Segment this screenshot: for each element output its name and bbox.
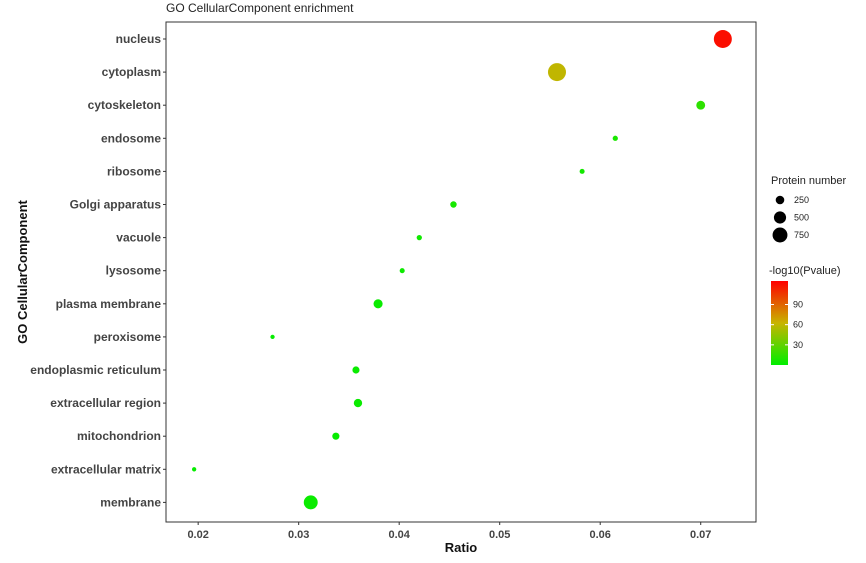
data-point bbox=[332, 432, 340, 440]
category-label: Golgi apparatus bbox=[70, 198, 162, 212]
x-tick-label: 0.07 bbox=[690, 529, 711, 541]
category-label: plasma membrane bbox=[56, 297, 162, 311]
x-tick-label: 0.03 bbox=[288, 529, 309, 541]
x-axis-ticks: 0.02 0.03 0.04 0.05 0.06 0.07 bbox=[187, 522, 711, 541]
category-label: mitochondrion bbox=[77, 429, 161, 443]
data-points bbox=[191, 30, 732, 510]
colorbar bbox=[771, 281, 788, 365]
color-legend-title: -log10(Pvalue) bbox=[769, 265, 841, 277]
data-point bbox=[373, 299, 383, 309]
data-point bbox=[416, 234, 422, 241]
x-tick-label: 0.06 bbox=[589, 529, 610, 541]
color-legend: -log10(Pvalue) 30 60 90 bbox=[769, 265, 841, 365]
data-point bbox=[352, 366, 360, 374]
x-tick-label: 0.04 bbox=[388, 529, 410, 541]
category-label: lysosome bbox=[106, 264, 162, 278]
size-legend-label: 750 bbox=[794, 230, 809, 240]
size-legend-circle bbox=[773, 211, 787, 224]
category-label: cytoskeleton bbox=[88, 98, 161, 112]
data-point bbox=[303, 495, 318, 510]
category-label: endoplasmic reticulum bbox=[30, 363, 161, 377]
colorbar-tick-label: 60 bbox=[793, 320, 803, 330]
category-label: peroxisome bbox=[94, 330, 162, 344]
colorbar-tick-label: 90 bbox=[793, 300, 803, 310]
data-point bbox=[450, 201, 457, 208]
size-legend-circle bbox=[772, 227, 788, 243]
data-point bbox=[191, 467, 197, 472]
category-label: nucleus bbox=[116, 32, 162, 46]
x-axis-title: Ratio bbox=[445, 540, 478, 555]
y-axis-title: GO CellularComponent bbox=[15, 199, 30, 343]
category-label: extracellular matrix bbox=[51, 462, 161, 476]
data-point bbox=[579, 168, 585, 174]
size-legend-label: 250 bbox=[794, 195, 809, 205]
data-point bbox=[399, 268, 405, 274]
chart-title: GO CellularComponent enrichment bbox=[166, 1, 354, 15]
size-legend: Protein number 250 500 750 bbox=[771, 175, 847, 243]
size-legend-title: Protein number bbox=[771, 175, 847, 187]
x-tick-label: 0.05 bbox=[489, 529, 510, 541]
data-point bbox=[547, 63, 566, 82]
category-label: membrane bbox=[100, 495, 161, 509]
data-point bbox=[270, 334, 275, 340]
category-label: cytoplasm bbox=[102, 65, 161, 79]
category-label: ribosome bbox=[107, 164, 161, 178]
data-point bbox=[696, 100, 706, 110]
size-legend-label: 500 bbox=[794, 213, 809, 223]
size-legend-circle bbox=[775, 195, 785, 205]
x-tick-label: 0.02 bbox=[187, 529, 208, 541]
category-labels: nucleus cytoplasm cytoskeleton endosome ribo… bbox=[30, 32, 166, 509]
category-label: extracellular region bbox=[50, 396, 161, 410]
category-label: vacuole bbox=[116, 231, 161, 245]
data-point bbox=[612, 135, 618, 141]
data-point bbox=[713, 30, 732, 48]
data-point bbox=[353, 398, 363, 408]
category-label: endosome bbox=[101, 131, 161, 145]
colorbar-tick-label: 30 bbox=[793, 340, 803, 350]
plot-panel bbox=[165, 21, 757, 523]
